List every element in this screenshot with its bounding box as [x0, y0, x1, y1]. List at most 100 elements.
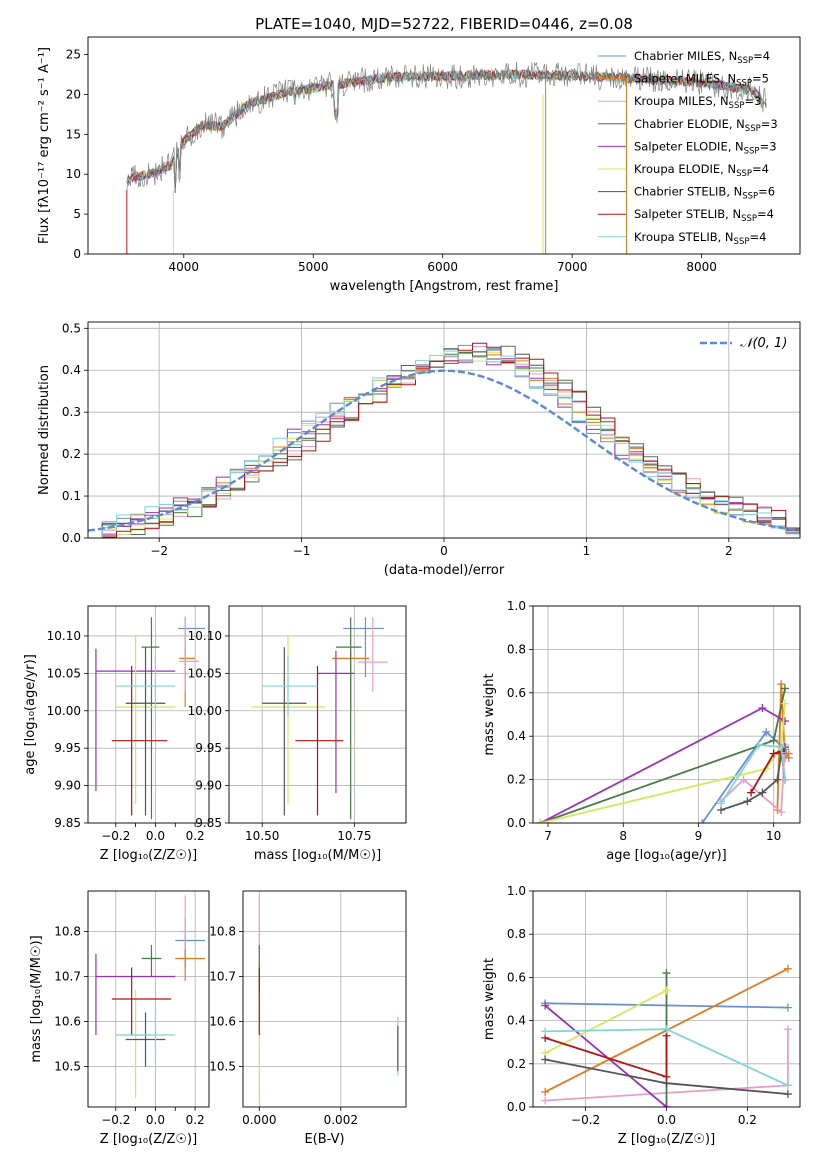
weight-marker [758, 703, 767, 712]
y-tick-label: 0.6 [507, 970, 526, 984]
legend-label: Chabrier ELODIE, NSSP=3 [634, 117, 778, 134]
weight-marker [662, 1103, 671, 1107]
x-tick-label: −2 [150, 544, 168, 558]
legend-label-count: =4 [752, 162, 769, 176]
y-tick-label: 10.5 [54, 1060, 81, 1074]
y-tick-label: 9.90 [195, 779, 222, 793]
weight-marker [783, 964, 792, 973]
axes-mass-vs-EBV: 0.000 0.002 10.5 10.6 10.7 10.8 E(B-V) [209, 890, 407, 1147]
y-tick-label: 15 [66, 127, 81, 141]
axes-frame [87, 36, 801, 255]
weight-marker [541, 1001, 550, 1010]
y-tick-label: 0.3 [62, 405, 81, 419]
x-tick-label: 9 [695, 829, 703, 843]
x-tick-label: 8 [619, 829, 627, 843]
weight-marker [773, 775, 782, 784]
x-axis-label: E(B-V) [304, 1132, 344, 1147]
y-tick-label: 10.8 [54, 925, 81, 939]
y-tick-label: 10 [66, 167, 81, 181]
x-tick-label: 4000 [169, 260, 200, 274]
plot-area-mass-vs-EBV [258, 895, 399, 1098]
axes-frame [87, 605, 210, 824]
x-tick-label: 7 [544, 829, 552, 843]
legend-label: Kroupa STELIB, NSSP=4 [634, 230, 766, 247]
x-tick-label: 10 [766, 829, 781, 843]
x-tick-label: 0.2 [738, 1113, 757, 1127]
panels: 4000 5000 6000 7000 80000510152025wavelength… [23, 36, 801, 1147]
y-tick-label: 10.10 [188, 629, 222, 643]
x-tick-label: 0.0 [146, 829, 165, 843]
panel-spectrum: 4000 5000 6000 7000 8000 0 5 10 15 20 25 wavelength… [37, 36, 801, 294]
axes-frame [532, 605, 801, 824]
legend-label-subscript: SSP [737, 56, 753, 66]
y-tick-label: 5 [73, 207, 81, 221]
x-tick-label: 8000 [686, 260, 717, 274]
y-axis-label: mass weight [482, 958, 497, 1040]
legend-label-text: Kroupa ELODIE, N [634, 162, 736, 176]
legend-label-text: Kroupa STELIB, N [634, 230, 734, 244]
axes-frame [228, 605, 407, 824]
y-tick-label: 10.05 [47, 666, 81, 680]
legend-label: 𝒩(0, 1) [740, 336, 787, 351]
y-tick-label: 0.4 [62, 363, 81, 377]
x-tick-label: 0.0 [146, 1113, 165, 1127]
weight-marker [739, 775, 748, 784]
weight-marker [662, 1025, 671, 1034]
x-axis-label: (data-model)/error [384, 563, 505, 578]
y-tick-label: 10.5 [209, 1060, 236, 1074]
weight-marker [769, 736, 778, 745]
weight-line [540, 703, 786, 823]
y-tick-label: 10.6 [54, 1015, 81, 1029]
legend-label-count: =6 [758, 185, 775, 199]
weight-marker [780, 699, 789, 708]
panel-age-vs-Z: −0.2 0.0 0.2 9.85 9.90 9.95 10.00 10.05 10.10 Z [… [23, 605, 210, 863]
weight-marker [541, 1055, 550, 1064]
legend-label-subscript: SSP [734, 237, 750, 247]
weight-marker [754, 740, 763, 749]
weight-marker [780, 717, 789, 726]
weight-marker [777, 680, 786, 689]
y-tick-label: 1.0 [507, 599, 526, 613]
weight-marker [717, 799, 726, 808]
weight-marker [747, 788, 756, 797]
legend-label-subscript: SSP [741, 214, 757, 224]
y-tick-label: 0.8 [507, 642, 526, 656]
legend-label-count: =4 [757, 207, 774, 221]
legend-label: Kroupa ELODIE, NSSP=4 [634, 162, 769, 179]
legend-label: Chabrier STELIB, NSSP=6 [634, 185, 775, 202]
x-tick-label: 10.50 [245, 829, 279, 843]
y-tick-label: 0.2 [507, 773, 526, 787]
x-tick-label: 0.000 [242, 1113, 276, 1127]
legend-label-count: =5 [752, 72, 769, 86]
legend-label-subscript: SSP [736, 169, 752, 179]
y-tick-label: 0.4 [507, 1014, 526, 1028]
weight-marker [662, 969, 671, 978]
y-tick-label: 0 [73, 247, 81, 261]
plot-area-mass-vs-Z [95, 895, 206, 1098]
y-axis-label: mass [log₁₀(M/M☉)] [29, 935, 44, 1062]
weight-line [544, 989, 667, 1054]
panel-mass-vs-EBV: 0.000 0.002 10.5 10.6 10.7 10.8 E(B-V) [209, 890, 407, 1147]
axes-frame [87, 890, 210, 1108]
y-tick-label: 10.7 [209, 970, 236, 984]
normal-curve [87, 369, 801, 532]
plot-area-weight-vs-age [536, 680, 793, 823]
x-tick-label: 0.0 [657, 1113, 676, 1127]
x-tick-label: 0.002 [324, 1113, 358, 1127]
x-axis-label: Z [log₁₀(Z/Z☉)] [100, 1132, 197, 1147]
weight-marker [780, 775, 789, 784]
legend-label-text: Chabrier STELIB, N [634, 185, 742, 199]
y-tick-label: 0.8 [507, 927, 526, 941]
weight-marker [536, 819, 545, 823]
x-tick-label: 5000 [298, 260, 329, 274]
weight-marker [783, 1081, 792, 1090]
weight-marker [780, 684, 789, 693]
panel-weight-vs-Z: −0.2 0.0 0.2 0.0 0.2 0.4 0.6 0.8 1.0 Z [log₁₀(Z/Z… [482, 884, 801, 1147]
x-tick-label: 7000 [557, 260, 588, 274]
plot-area-age-vs-Z [95, 616, 206, 820]
y-axis-label: age [log₁₀(age/yr)] [23, 654, 38, 775]
y-tick-label: 0.0 [507, 816, 526, 830]
panel-residuals: −2 −1 0 1 2 0.0 0.1 0.2 0.3 0.4 0.5 (data-model)/er… [37, 321, 801, 578]
weight-marker [777, 808, 786, 817]
